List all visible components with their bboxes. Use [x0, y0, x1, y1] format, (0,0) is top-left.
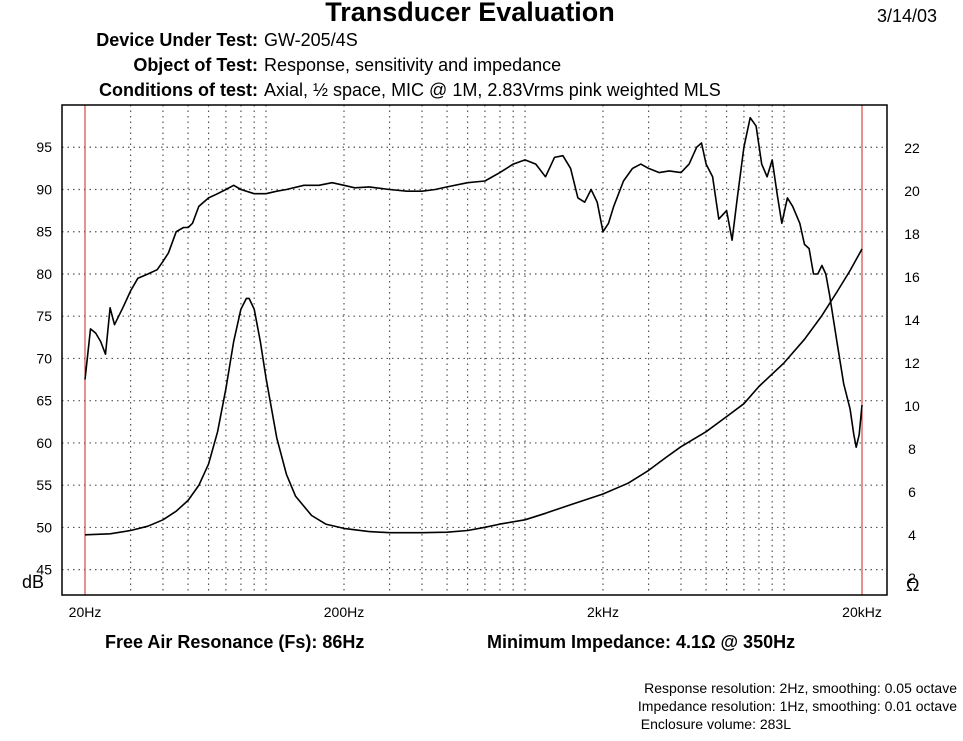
y-tick-label: 90 [36, 181, 52, 197]
min-impedance-value: 4.1Ω @ 350Hz [676, 632, 796, 652]
y2-tick-label: 4 [908, 527, 916, 543]
series [84, 116, 863, 536]
grid [62, 105, 887, 595]
x-tick-label: 20kHz [842, 604, 882, 620]
x-tick-label: 2kHz [587, 604, 619, 620]
y-tick-label: 80 [36, 266, 52, 282]
meta-label: Device Under Test: [96, 30, 258, 50]
y2-tick-label: 20 [904, 183, 920, 199]
test-date: 3/14/03 [876, 6, 937, 26]
min-impedance-label: Minimum Impedance: [487, 632, 672, 652]
y-axis-label: dB [22, 572, 44, 592]
y-tick-label: 95 [36, 139, 52, 155]
meta-row-object: Object of Test: Response, sensitivity and… [0, 55, 561, 76]
y2-axis-label: Ω [906, 575, 919, 595]
y-tick-label: 55 [36, 477, 52, 493]
y2-tick-label: 2 [908, 570, 916, 586]
meta-label: Object of Test: [133, 55, 258, 75]
min-impedance-summary: Minimum Impedance: 4.1Ω @ 350Hz [487, 632, 795, 653]
y-axis-ticks: 45 50 55 60 65 70 75 80 85 90 95 [36, 139, 52, 577]
meta-value: GW-205/4S [264, 30, 358, 50]
fs-label: Free Air Resonance (Fs): [105, 632, 318, 652]
y-tick-label: 70 [36, 350, 52, 366]
meta-value: Axial, ½ space, MIC @ 1M, 2.83Vrms pink … [264, 80, 721, 100]
y2-tick-label: 12 [904, 355, 920, 371]
response-resolution-note: Response resolution: 2Hz, smoothing: 0.0… [644, 680, 957, 696]
x-axis-ticks: 20Hz 200Hz 2kHz 20kHz [69, 604, 882, 620]
meta-value: Response, sensitivity and impedance [264, 55, 562, 75]
enclosure-volume-note: Enclosure volume: 283L [640, 716, 791, 732]
y2-tick-label: 16 [904, 269, 920, 285]
y2-tick-label: 14 [904, 312, 920, 328]
y-tick-label: 75 [36, 308, 52, 324]
y2-tick-label: 22 [904, 140, 920, 156]
fs-value: 86Hz [322, 632, 365, 652]
x-tick-label: 20Hz [69, 604, 102, 620]
fs-summary: Free Air Resonance (Fs): 86Hz [105, 632, 364, 653]
y2-tick-label: 6 [908, 484, 916, 500]
plot-frame [61, 104, 888, 596]
x-tick-label: 200Hz [324, 604, 364, 620]
y2-axis-ticks: 2 4 6 8 10 12 14 16 18 20 22 [904, 140, 920, 586]
y-tick-label: 45 [36, 562, 52, 578]
y-tick-label: 60 [36, 435, 52, 451]
impedance-resolution-note: Impedance resolution: 1Hz, smoothing: 0.… [637, 698, 957, 714]
y2-tick-label: 10 [904, 398, 920, 414]
impedance-curve [84, 248, 863, 536]
y-tick-label: 65 [36, 393, 52, 409]
meta-row-conditions: Conditions of test: Axial, ½ space, MIC @… [0, 80, 721, 101]
y-tick-label: 85 [36, 224, 52, 240]
y2-tick-label: 18 [904, 226, 920, 242]
meta-label: Conditions of test: [99, 80, 258, 100]
frequency-range-markers [84, 105, 863, 595]
meta-row-device: Device Under Test: GW-205/4S [0, 30, 358, 51]
response-curve [84, 116, 863, 448]
y2-tick-label: 8 [908, 441, 916, 457]
y-tick-label: 50 [36, 519, 52, 535]
page-title: Transducer Evaluation [325, 0, 615, 27]
